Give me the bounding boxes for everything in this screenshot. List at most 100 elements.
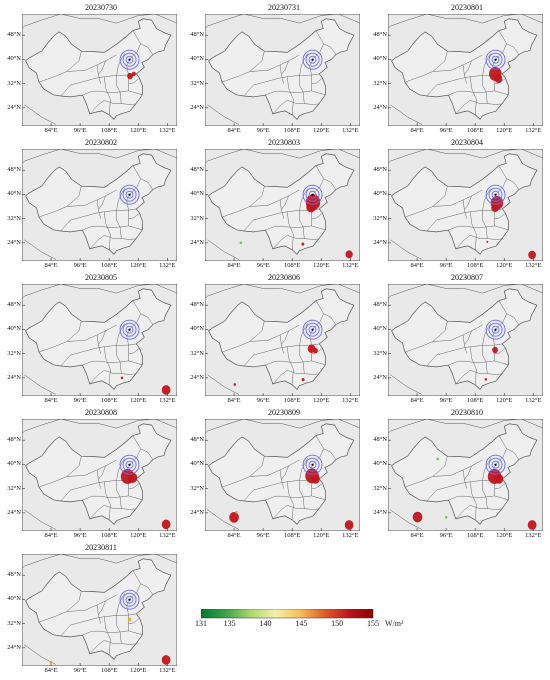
province-border [132,30,153,55]
province-border [89,640,136,655]
distance-ring [122,52,137,67]
y-tick-label: 32°N [190,349,204,357]
distance-ring [491,190,500,199]
map-panel: 20230801 48°N 40°N 32°N 24°N 84°E 96°E 108°E 120… [366,2,546,136]
heat-hotspot [161,385,171,395]
center-point [128,463,131,466]
map-plot [388,14,543,126]
map-panel: 20230810 48°N 40°N 32°N 24°N 84°E 96°E 108°E 120… [366,407,546,541]
y-tick-label: 40°N [373,325,387,333]
colorbar-tick-label: 150 [331,619,344,628]
province-border [315,30,336,55]
heat-hotspot [239,241,243,245]
y-tick-label: 40°N [7,460,21,468]
map-panel: 20230808 48°N 40°N 32°N 24°N 84°E 96°E 108°E 120… [0,407,180,541]
distance-ring [122,457,137,472]
map-plot [22,419,177,531]
country-outline [208,288,355,390]
map-plot [388,284,543,396]
x-tick-label: 120°E [130,127,147,134]
map-panel: 20230809 48°N 40°N 32°N 24°N 84°E 96°E 108°E 120… [183,407,363,541]
x-tick-label: 96°E [439,532,453,539]
province-border [66,186,82,207]
neighbor-border [24,374,57,395]
neighbor-border [388,149,543,164]
colorbar-tick-label: 155 [367,619,379,628]
neighbor-border [205,149,360,164]
map-panel: 20230730 48°N 40°N 32°N 24°N 84°E 96°E 108°E 120… [0,2,180,136]
province-border [455,100,502,115]
x-tick-label: 108°E [101,667,118,674]
province-border [315,300,336,325]
distance-ring [125,190,134,199]
x-tick-label: 96°E [73,262,87,269]
province-border [128,78,140,84]
province-border [272,505,319,520]
province-border [455,370,502,385]
y-tick-label: 24°N [7,373,21,381]
province-border [281,195,289,210]
country-outline [208,18,355,120]
neighbor-border [390,239,423,260]
y-tick-label: 32°N [7,79,21,87]
y-tick-label: 40°N [190,190,204,198]
neighbor-border [390,509,423,530]
province-border [462,199,467,219]
map-plot [22,14,177,126]
y-tick-label: 48°N [373,301,387,309]
x-tick-label: 120°E [496,127,513,134]
country-outline [391,18,538,120]
heat-hotspot [527,520,537,530]
distance-ring [125,460,134,469]
province-border [494,348,506,354]
y-tick-label: 32°N [7,214,21,222]
y-tick-label: 48°N [7,31,21,39]
province-border [432,321,448,342]
panel-date-title: 20230803 [268,138,300,147]
neighbor-border [205,419,360,434]
province-border [132,300,153,325]
neighbor-border [388,284,543,299]
y-tick-label: 48°N [7,166,21,174]
province-border [279,64,284,84]
y-tick-label: 32°N [373,79,387,87]
province-border [287,76,294,115]
province-border [221,189,300,218]
panel-date-title: 20230805 [85,273,117,282]
distance-ring [491,325,500,334]
heat-hotspot [528,250,536,260]
center-point [494,193,497,196]
heat-hotspot [233,383,236,386]
province-border [60,343,137,367]
x-tick-label: 120°E [130,397,147,404]
province-border [249,456,265,477]
province-border [98,465,106,480]
province-border [287,481,294,520]
distance-ring [119,454,140,475]
x-tick-label: 84°E [410,397,424,404]
heat-hotspot [345,250,353,259]
map-plot [388,149,543,261]
y-tick-label: 24°N [190,373,204,381]
y-tick-label: 40°N [7,595,21,603]
x-tick-label: 132°E [159,397,176,404]
province-border [470,346,477,385]
province-border [498,300,519,325]
province-border [104,346,111,385]
province-border [66,591,82,612]
center-point [311,193,314,196]
y-tick-label: 40°N [373,55,387,63]
heat-hotspot [313,347,318,354]
x-tick-label: 120°E [130,262,147,269]
x-tick-label: 120°E [313,262,330,269]
province-border [66,321,82,342]
y-tick-label: 40°N [7,325,21,333]
x-tick-label: 84°E [410,262,424,269]
x-tick-label: 84°E [44,532,58,539]
heat-hotspot [412,511,423,523]
center-point [128,193,131,196]
province-border [482,345,488,374]
x-tick-label: 132°E [159,667,176,674]
province-border [249,186,265,207]
x-tick-label: 108°E [284,127,301,134]
